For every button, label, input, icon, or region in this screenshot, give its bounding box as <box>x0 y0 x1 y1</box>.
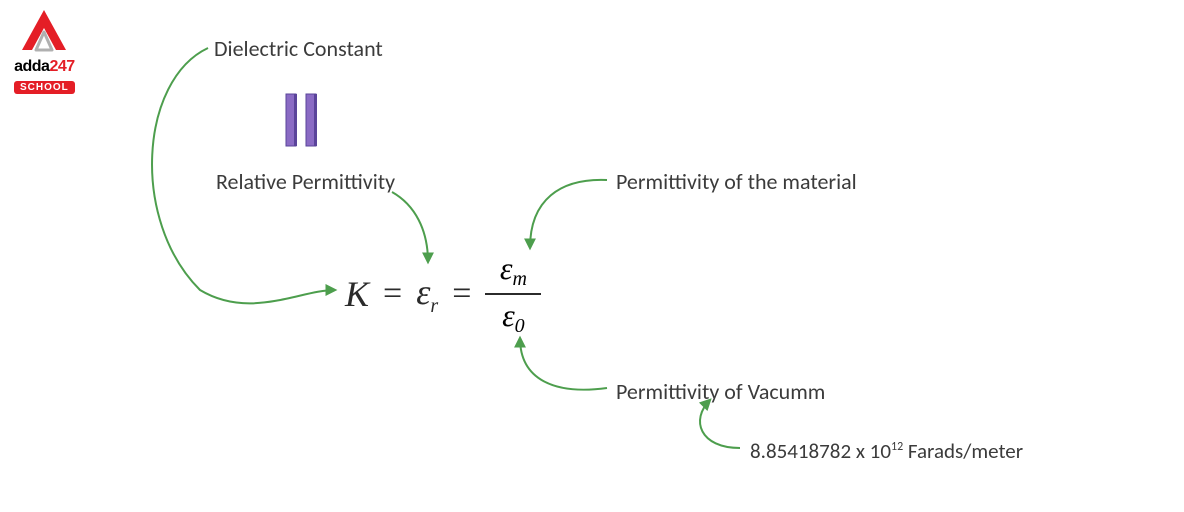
capacitor-icon <box>280 90 324 150</box>
label-permittivity-vacuum: Permittivity of Vacumm <box>616 378 825 405</box>
label-relative-permittivity: Relative Permittivity <box>216 168 395 195</box>
fraction-numerator: εm <box>494 248 533 293</box>
formula-equals-1: = <box>383 275 402 313</box>
school-badge: SCHOOL <box>14 81 75 94</box>
logo-number: 247 <box>49 58 74 75</box>
vacuum-permittivity-value: 8.85418782 x 1012 Farads/meter <box>750 438 1023 464</box>
formula-K: K <box>345 273 369 315</box>
formula-eps-r: εr <box>416 271 438 318</box>
logo-triangle-icon <box>18 8 70 54</box>
formula-equals-2: = <box>452 275 471 313</box>
brand-logo: adda247 SCHOOL <box>14 8 75 95</box>
logo-text: adda247 <box>14 58 75 76</box>
logo-brand: adda <box>14 58 49 75</box>
annotation-arrows <box>0 0 1184 512</box>
label-permittivity-material: Permittivity of the material <box>616 168 857 195</box>
label-dielectric-constant: Dielectric Constant <box>214 35 383 62</box>
formula: K = εr = εm ε0 <box>345 248 541 340</box>
fraction-denominator: ε0 <box>496 295 531 340</box>
formula-fraction: εm ε0 <box>485 248 541 340</box>
